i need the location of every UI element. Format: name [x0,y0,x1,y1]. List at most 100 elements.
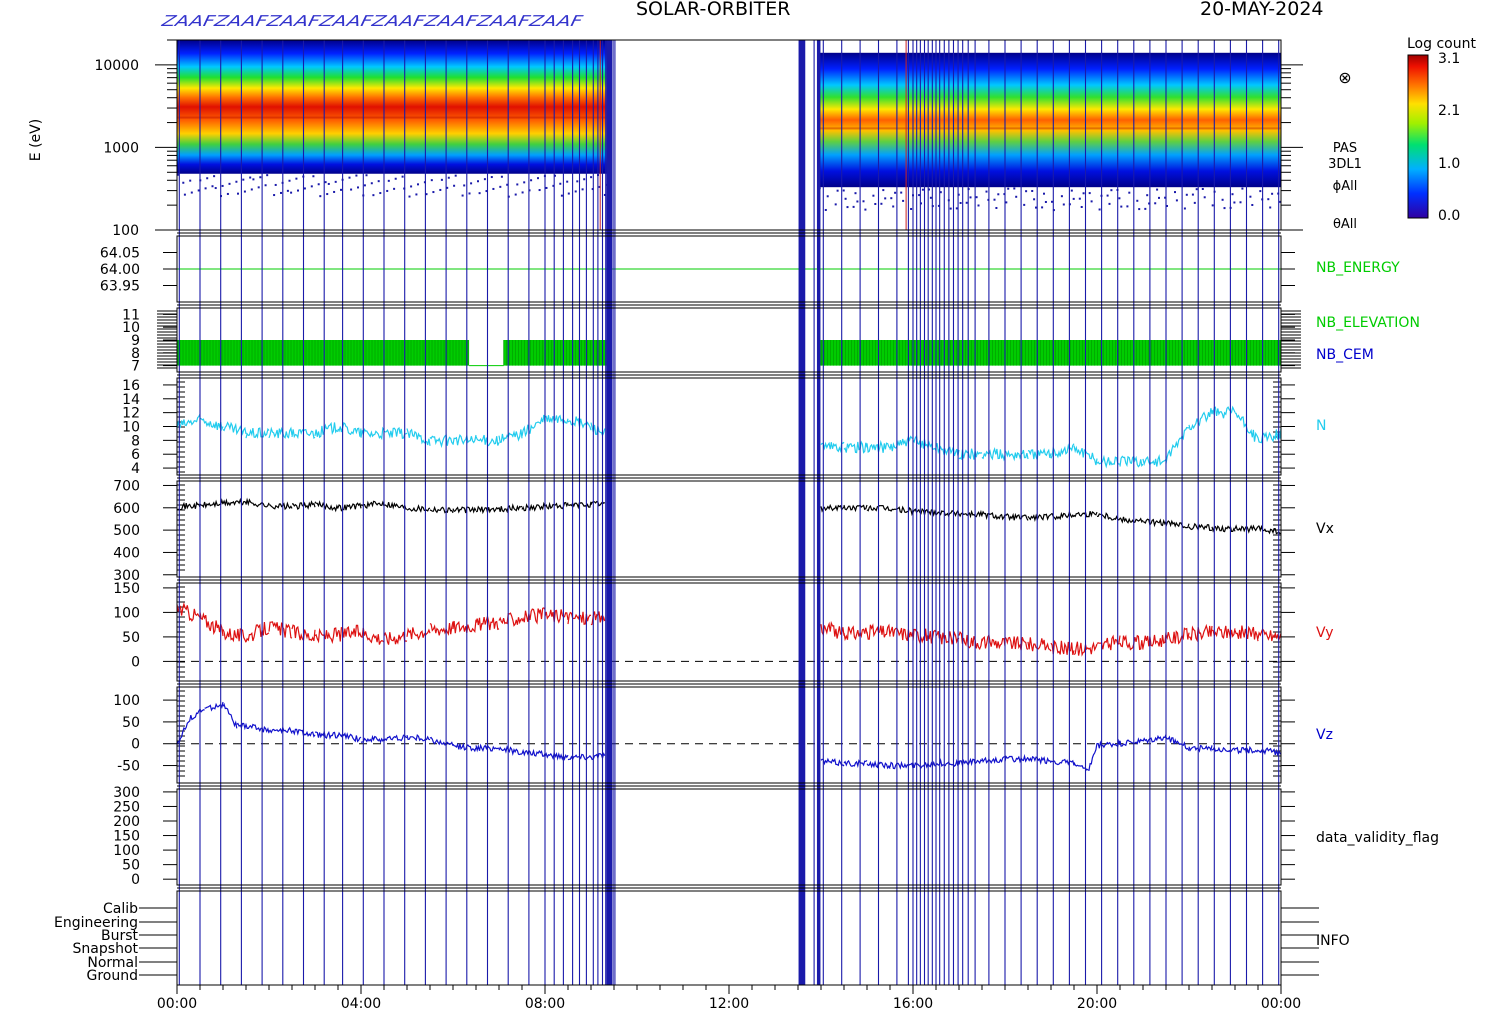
x-tick-label: 08:00 [525,996,565,1012]
spectrogram-speckle [410,185,413,188]
spectrogram-peak-band [818,127,1281,130]
spectrogram-speckle [1203,196,1206,199]
y-tick-label: 150 [113,581,140,597]
spectrogram-ylabel: E (eV) [28,119,44,161]
spectrogram-speckle [1025,190,1028,193]
spectrogram-speckle [1051,200,1053,203]
y-tick-label: 8 [131,433,140,449]
y-tick-label: 600 [113,501,140,517]
series-name-label: data_validity_flag [1316,830,1439,846]
spectrogram-speckle [874,202,877,205]
panels: 10000100010064.0564.0063.951110987161412… [54,39,1319,984]
spectrogram-speckle [1136,199,1139,202]
spectrogram-speckle [516,183,519,186]
y-tick-label: 0 [131,872,140,888]
spectrogram-speckle [985,190,988,193]
spectrogram-speckle [355,174,358,177]
spectrogram-speckle [1138,208,1141,211]
spectrogram-speckle [528,189,531,192]
spectrogram-speckle [303,187,306,190]
spectrogram-speckle [430,179,433,182]
colorbar: Log count 3.1 2.1 1.0 0.0 [1407,36,1476,224]
spectrogram-speckle [243,190,246,193]
x-tick-label: 04:00 [341,996,381,1012]
spectrogram-speckle [226,192,229,195]
spectrogram-speckle [1005,201,1008,204]
spectrogram-speckle [1108,202,1111,205]
y-tick-label: 200 [113,814,140,830]
spectrogram-speckle [327,182,330,185]
spectrogram-side-label: PAS [1333,141,1357,156]
y-tick-label: 64.00 [100,262,140,278]
spectrogram-speckle [477,180,479,183]
info-level-label: Burst [101,928,139,944]
spectrogram-speckle [273,194,276,197]
info-panel: CalibEngineeringBurstSnapshotNormalGroun… [54,901,1319,984]
spectrogram-speckle [228,182,231,185]
spectrogram-speckle [340,188,342,191]
figure-title: SOLAR-ORBITER [636,0,790,20]
nb-elevation-band [177,340,470,366]
spectrogram-speckle [280,191,282,194]
spectrogram-speckle [286,189,289,192]
spectrogram-speckle [1052,209,1055,212]
spectrogram-speckle [939,191,942,194]
spectrogram-panel: 10000 1000 100 [94,39,1303,239]
colorbar-tick-3: 1.0 [1438,156,1460,172]
spectrogram-speckle [312,175,315,178]
x-tick-label: 16:00 [893,996,933,1012]
spectrogram-speckle [237,192,239,195]
spectrogram-speckle [1156,188,1159,191]
spectrogram-speckle [440,178,443,181]
y-tick-label: 14 [122,392,140,408]
y-tick-label: 100 [113,693,140,709]
spectrogram-speckle [880,202,883,205]
spectrogram-speckle [1118,197,1121,200]
spectrogram-speckle [1191,193,1194,196]
spectrogram-speckle [1007,187,1010,190]
spectrogram-speckle [500,175,503,178]
spectrogram-speckle [894,191,897,194]
spectrogram-speckle [884,197,887,200]
spectrogram-peak-band [177,116,608,119]
x-tick-label: 00:00 [157,996,197,1012]
spectrogram-speckle [560,194,563,197]
spectrogram-speckle [1060,195,1063,198]
spectrogram-speckle [1148,202,1151,205]
spectrogram-speckle [317,183,320,186]
spectrogram-speckle [521,191,524,194]
spectrogram-speckle [514,193,517,196]
panel-frames [176,39,1282,986]
spectrogram-speckle [844,197,847,200]
spectrogram-speckle [554,174,556,177]
spectrogram-speckle [1201,187,1204,190]
spectrogram-speckle [221,184,224,187]
spectrogram-speckle [242,178,245,181]
spectrogram-speckle [249,176,252,179]
spectrogram-speckle [1154,202,1157,205]
x-tick-label: 20:00 [1077,996,1117,1012]
y-tick-label: 9 [131,333,140,349]
spectrogram-speckle [1166,204,1168,207]
spectrogram-speckle [852,205,855,208]
spectrogram-speckle [250,188,253,191]
y-tick-label: 400 [113,545,140,561]
spectrogram-speckle [977,204,980,207]
spectrogram-speckle [576,180,579,183]
vx-panel: 700 600 500 400 300 [113,478,1295,584]
spectrogram-speckle [1044,200,1047,203]
spectrogram-speckle [259,176,262,179]
y-tick-label: 16 [122,378,140,394]
spectrogram-speckle [1279,200,1282,203]
spectrogram-speckle [921,188,924,191]
spectrogram-speckle [408,195,411,198]
y-tick-label: 0 [131,654,140,670]
y-tick-label: 64.05 [100,246,140,262]
spectrogram-speckle [965,201,968,204]
spectrogram-speckle [1239,201,1242,204]
spectrogram-speckle [214,187,217,190]
panel-frame [176,788,1282,886]
spectrogram-speckle [856,200,859,203]
y-tick-label: 7 [131,359,140,375]
